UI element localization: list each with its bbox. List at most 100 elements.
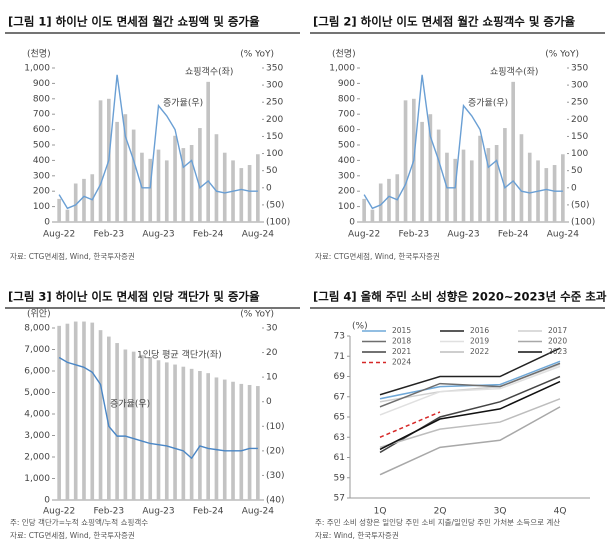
y2-axis-title: (% YoY): [240, 310, 274, 320]
y2-tick-label: 200: [571, 115, 588, 125]
y-tick-label: 69: [334, 372, 346, 382]
y2-tick-label: (50): [266, 200, 284, 210]
bar: [73, 321, 78, 500]
bar: [428, 114, 433, 222]
bar: [90, 174, 95, 222]
bar: [503, 128, 507, 222]
bar: [148, 158, 153, 222]
bar: [486, 148, 491, 222]
y-tick-label: 500: [338, 141, 355, 151]
y-tick-label: 300: [338, 171, 355, 181]
series-label: 쇼핑객수(좌): [185, 67, 233, 78]
source: 자료: Wind, 한국투자증권: [315, 531, 399, 540]
source: 자료: CTG면세점, Wind, 한국투자증권: [315, 251, 440, 261]
bar: [98, 100, 103, 222]
y-tick-label: 0: [349, 218, 355, 228]
x-tick-label: Aug-23: [142, 230, 174, 240]
y-tick-label: 900: [33, 79, 50, 89]
bar: [65, 209, 70, 222]
y-tick-label: 63: [334, 433, 345, 443]
y2-tick-label: (50): [571, 200, 589, 210]
y-tick-label: 900: [338, 79, 355, 89]
bar: [156, 149, 161, 222]
bar: [395, 174, 400, 222]
bar: [173, 135, 177, 222]
chart-title: [그림 1] 하이난 이도 면세점 월간 쇼핑액 및 증가율: [8, 15, 260, 29]
bar: [511, 81, 516, 222]
bar: [131, 129, 136, 222]
y2-tick-label: 100: [266, 149, 283, 159]
y2-tick-label: (10): [266, 422, 284, 432]
x-tick-label: 3Q: [494, 507, 507, 517]
y2-tick-label: (40): [266, 496, 284, 506]
series-label: 쇼핑객수(좌): [490, 67, 538, 78]
legend-label: 2015: [392, 326, 411, 335]
bar: [181, 148, 186, 222]
bar: [98, 330, 103, 500]
bar: [181, 366, 186, 500]
y2-tick-label: 300: [571, 81, 588, 91]
bar: [478, 135, 482, 222]
x-tick-label: Feb-23: [398, 230, 429, 240]
bar: [164, 160, 169, 222]
bar: [106, 336, 111, 500]
bar: [403, 100, 408, 222]
line: [58, 74, 258, 210]
bar: [239, 168, 244, 222]
bar: [469, 160, 474, 222]
y-tick-label: 57: [334, 494, 345, 504]
x-tick-label: 2Q: [434, 507, 447, 517]
series-label: 증가율(우): [110, 399, 150, 410]
y2-tick-label: (20): [266, 446, 284, 456]
bar: [65, 323, 70, 500]
bar: [222, 379, 227, 500]
legend-label: 2022: [470, 347, 489, 356]
y2-tick-label: 100: [571, 149, 588, 159]
bar: [519, 134, 524, 222]
bar: [222, 152, 227, 222]
bar: [206, 81, 211, 222]
y2-tick-label: 0: [266, 397, 272, 407]
x-tick-label: Aug-24: [547, 230, 580, 240]
bar: [256, 386, 260, 500]
bar: [370, 209, 375, 222]
legend-label: 2020: [548, 337, 567, 346]
x-tick-label: Aug-24: [242, 507, 275, 517]
y-tick-label: 1,000: [329, 64, 355, 74]
bar: [214, 134, 219, 222]
y-axis-title: (위안): [27, 309, 51, 320]
y2-tick-label: 300: [266, 81, 283, 91]
y-tick-label: 71: [334, 352, 345, 362]
bar: [156, 360, 161, 500]
y-tick-label: 61: [334, 453, 345, 463]
x-tick-label: Feb-24: [193, 230, 224, 240]
y2-tick-label: 50: [266, 166, 278, 176]
bar: [436, 129, 441, 222]
y-tick-label: 600: [33, 125, 50, 135]
bar: [362, 198, 366, 222]
series-label: 증가율(우): [163, 98, 203, 109]
y2-tick-label: (30): [266, 471, 284, 481]
bar: [140, 354, 144, 500]
line: [379, 380, 561, 451]
y-tick-label: 700: [338, 110, 355, 120]
bar: [189, 145, 194, 222]
bar: [461, 149, 466, 222]
y-tick-label: 500: [33, 141, 50, 151]
bar: [57, 325, 61, 500]
bar: [552, 165, 557, 222]
line: [58, 356, 258, 460]
legend-label: 2019: [470, 337, 489, 346]
note: 주: 주민 소비 성향은 일인당 주민 소비 지출/일인당 주민 가처분 소득으…: [315, 517, 560, 527]
bar: [82, 321, 86, 500]
bar: [90, 322, 95, 500]
legend-label: 2021: [392, 347, 411, 356]
line: [379, 347, 561, 396]
note: 주: 인당 객단가=누적 쇼핑액/누적 쇼핑객수: [10, 517, 148, 527]
x-tick-label: 4Q: [554, 507, 567, 517]
legend-label: 2024: [392, 358, 411, 367]
legend-label: 2018: [392, 337, 411, 346]
y2-tick-label: 0: [571, 183, 577, 193]
y2-tick-label: 10: [266, 373, 278, 383]
y2-tick-label: (100): [266, 218, 290, 228]
